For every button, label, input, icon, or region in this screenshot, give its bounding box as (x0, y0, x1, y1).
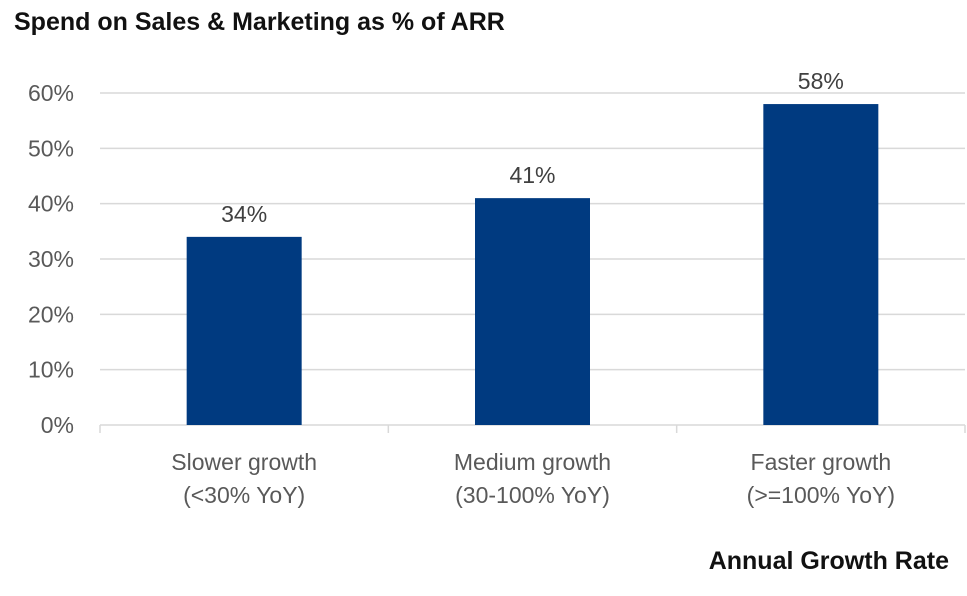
x-axis-title: Annual Growth Rate (708, 547, 949, 575)
data-label: 34% (221, 201, 267, 227)
data-label: 58% (798, 68, 844, 94)
bar (763, 104, 879, 426)
bar (186, 236, 302, 425)
category-label: (>=100% YoY) (747, 482, 895, 508)
data-label: 41% (509, 162, 555, 188)
category-label: (30-100% YoY) (455, 482, 610, 508)
y-tick-label: 40% (28, 191, 74, 217)
y-tick-label: 30% (28, 246, 74, 272)
y-axis-tick-labels: 0% 10% 20% 30% 40% 50% 60% (28, 80, 74, 438)
data-labels: 34% 41% 58% (221, 68, 844, 227)
y-tick-label: 60% (28, 80, 74, 106)
x-axis (99, 424, 966, 433)
y-tick-label: 20% (28, 301, 74, 327)
category-label: Faster growth (751, 449, 892, 475)
category-label: Medium growth (454, 449, 611, 475)
category-label: Slower growth (171, 449, 317, 475)
y-tick-label: 0% (41, 412, 74, 438)
chart-title: Spend on Sales & Marketing as % of ARR (14, 8, 505, 36)
y-tick-label: 50% (28, 135, 74, 161)
bar (475, 198, 590, 425)
y-tick-label: 10% (28, 357, 74, 383)
category-label: (<30% YoY) (183, 482, 305, 508)
bars (186, 104, 879, 426)
category-labels: Slower growth (<30% YoY) Medium growth (30-… (171, 449, 895, 508)
